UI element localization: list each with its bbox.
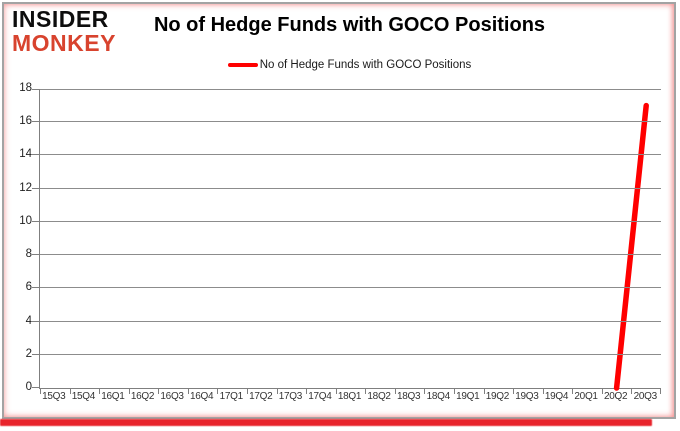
- red-bottom-shadow: [0, 419, 652, 426]
- y-axis-label: 8: [25, 248, 32, 261]
- gridline: [40, 154, 661, 156]
- y-axis-tick: [32, 254, 40, 256]
- x-axis-label: 19Q1: [456, 391, 480, 402]
- legend-label: No of Hedge Funds with GOCO Positions: [259, 58, 472, 71]
- logo-text-insider: INSIDER: [12, 6, 109, 32]
- insider-monkey-logo: INSIDER MONKEY: [12, 7, 116, 55]
- gridline: [40, 254, 661, 256]
- x-axis-label: 20Q1: [574, 391, 598, 402]
- y-axis-label: 6: [25, 281, 32, 294]
- x-axis-tick: [542, 389, 544, 394]
- x-axis-tick: [631, 389, 633, 394]
- x-axis-label: 16Q1: [101, 391, 125, 402]
- data-line-layer: [613, 102, 649, 391]
- x-axis-tick: [158, 389, 160, 394]
- x-axis-tick: [660, 389, 661, 394]
- x-axis-tick: [40, 389, 41, 394]
- x-axis-label: 17Q1: [219, 391, 244, 402]
- x-axis-label: 19Q2: [485, 391, 510, 402]
- x-axis-label: 18Q3: [396, 391, 421, 402]
- x-axis-tick: [365, 389, 367, 394]
- y-axis-label: 10: [19, 214, 32, 227]
- gridline: [40, 320, 661, 322]
- x-axis-tick: [187, 389, 189, 394]
- x-axis-label: 16Q2: [130, 391, 155, 402]
- x-axis-tick: [247, 389, 248, 394]
- x-axis-tick: [572, 389, 574, 394]
- y-axis-tick: [32, 287, 40, 289]
- data-line: [613, 102, 649, 391]
- x-axis-tick: [394, 389, 396, 394]
- x-axis-label: 16Q4: [189, 391, 214, 402]
- y-axis-labels: 0 2 4 6 8 10 12 14 16 18: [0, 82, 32, 393]
- y-axis-label: 12: [19, 181, 32, 194]
- y-axis-label: 14: [19, 148, 32, 161]
- y-axis-tick: [32, 353, 40, 355]
- x-axis-tick: [128, 389, 130, 394]
- x-axis-tick: [217, 389, 219, 394]
- gridline: [40, 121, 661, 123]
- x-axis-label: 18Q1: [337, 391, 362, 402]
- y-axis-tick: [32, 154, 40, 156]
- y-axis-tick: [32, 320, 40, 322]
- x-axis-tick: [424, 389, 426, 394]
- y-axis-label: 18: [19, 82, 32, 94]
- x-axis-tick: [69, 389, 71, 394]
- gridline: [40, 353, 661, 355]
- gridline: [40, 287, 661, 289]
- x-axis-label: 19Q3: [515, 391, 539, 402]
- x-axis-label: 18Q2: [367, 391, 391, 402]
- gridline: [40, 187, 661, 189]
- plot-area: [32, 89, 661, 394]
- logo-text-monkey: MONKEY: [12, 30, 116, 56]
- x-axis-label: 17Q3: [278, 391, 303, 402]
- legend: No of Hedge Funds with GOCO Positions: [39, 57, 660, 72]
- x-axis-label: 17Q4: [308, 391, 332, 402]
- x-axis-tick: [276, 389, 278, 394]
- x-axis-tick: [306, 389, 308, 394]
- x-axis-label: 18Q4: [426, 391, 451, 402]
- chart-title: No of Hedge Funds with GOCO Positions: [153, 14, 546, 36]
- y-axis-tick: [32, 187, 40, 189]
- y-axis-label: 2: [25, 347, 32, 360]
- x-axis-tick: [99, 389, 101, 394]
- y-axis-label: 16: [19, 115, 32, 128]
- y-axis-tick: [32, 121, 40, 123]
- x-axis-labels: 15Q3 15Q4 16Q1 16Q2 16Q3 16Q4 17Q1 17Q2 17Q3 17Q4…: [39, 391, 660, 407]
- x-axis-label: 15Q3: [42, 391, 66, 402]
- x-axis-label: 20Q2: [603, 391, 628, 402]
- x-axis-tick: [454, 389, 455, 394]
- y-axis-label: 4: [25, 314, 32, 327]
- gridline: [40, 220, 661, 222]
- x-axis-label: 15Q4: [71, 391, 96, 402]
- x-axis-tick: [601, 389, 603, 394]
- chart-card: [2, 2, 676, 419]
- x-axis-label: 20Q3: [633, 391, 658, 402]
- y-axis-tick: [32, 220, 40, 222]
- y-axis-label: 0: [25, 381, 32, 393]
- x-axis-label: 16Q3: [160, 391, 184, 402]
- y-axis-tick: [32, 89, 40, 90]
- x-axis-tick: [483, 389, 485, 394]
- x-axis-tick: [335, 389, 337, 394]
- x-axis-label: 17Q2: [249, 391, 273, 402]
- x-axis-label: 19Q4: [544, 391, 569, 402]
- gridline: [40, 89, 661, 90]
- legend-line-swatch: [227, 62, 258, 67]
- x-axis-tick: [513, 389, 515, 394]
- y-axis-tick: [32, 387, 40, 388]
